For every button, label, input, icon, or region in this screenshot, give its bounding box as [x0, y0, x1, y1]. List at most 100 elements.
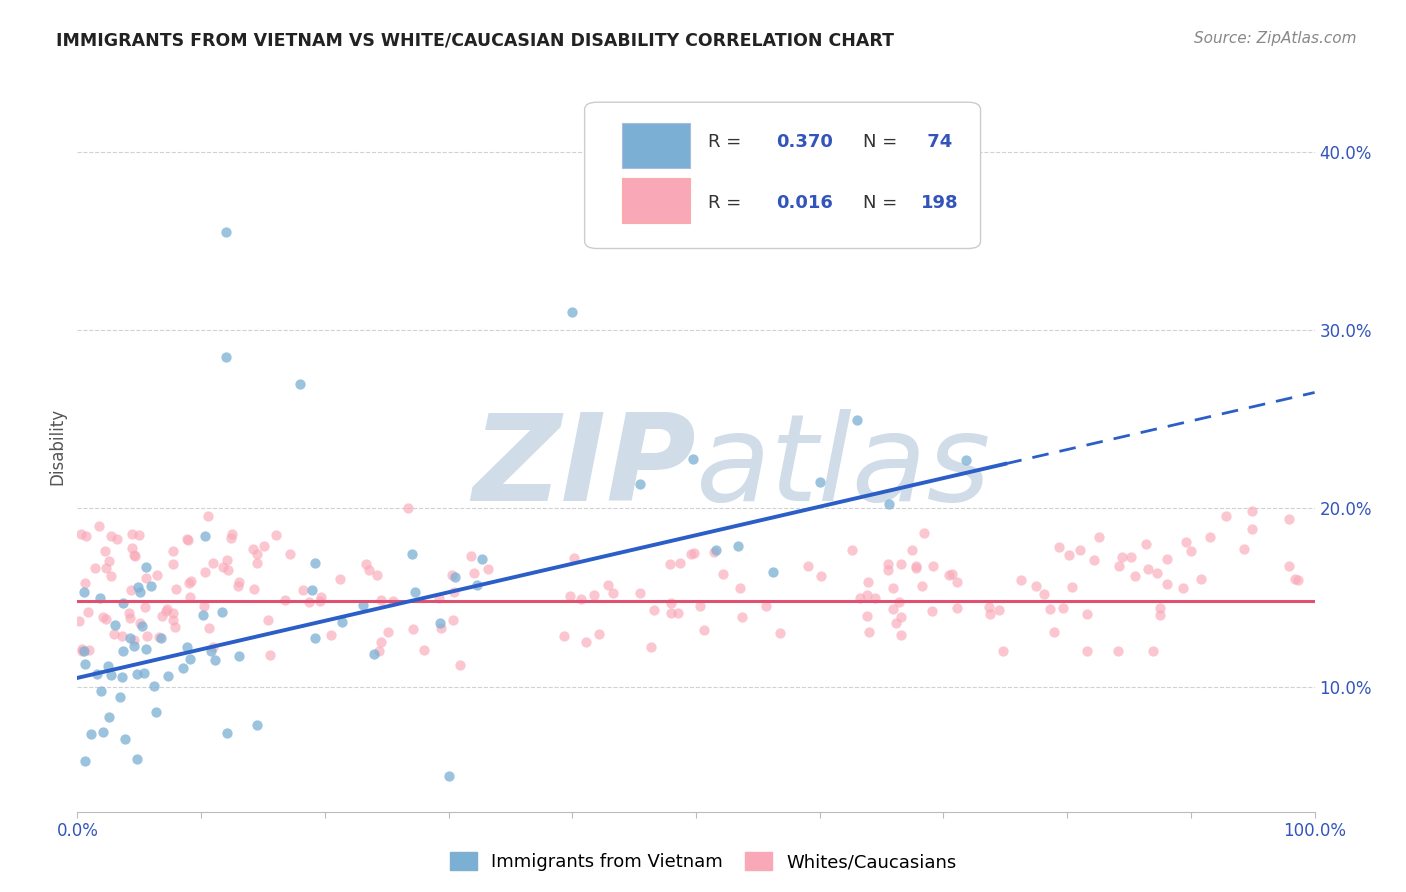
Point	[704, 542, 727, 557]
Point	[427, 591, 450, 605]
Point	[437, 769, 460, 783]
Point	[100, 529, 122, 543]
Point	[553, 629, 575, 643]
Point	[200, 644, 222, 658]
Point	[148, 630, 170, 644]
Point	[659, 557, 682, 571]
Point	[127, 581, 149, 595]
Point	[730, 610, 752, 624]
Point	[163, 620, 186, 634]
Point	[304, 631, 326, 645]
Point	[561, 305, 583, 319]
Point	[1025, 579, 1047, 593]
Point	[139, 579, 162, 593]
Point	[1156, 577, 1178, 591]
Point	[124, 639, 146, 653]
Point	[377, 625, 399, 640]
Text: 198: 198	[921, 194, 959, 212]
Text: atlas: atlas	[696, 409, 991, 526]
Text: ZIP: ZIP	[472, 409, 696, 526]
Point	[215, 225, 238, 239]
Text: R =: R =	[709, 134, 748, 152]
Point	[67, 614, 90, 628]
Point	[643, 603, 665, 617]
Point	[259, 648, 281, 662]
Point	[1241, 504, 1264, 518]
Point	[1232, 542, 1254, 557]
Point	[1088, 530, 1111, 544]
Point	[212, 560, 235, 574]
Point	[882, 602, 904, 616]
Point	[1284, 572, 1306, 586]
Point	[755, 599, 778, 613]
Text: 0.370: 0.370	[776, 134, 834, 152]
Point	[588, 627, 610, 641]
Point	[886, 615, 908, 630]
Point	[194, 565, 217, 579]
Point	[877, 497, 900, 511]
Point	[659, 596, 682, 610]
Point	[91, 724, 114, 739]
Point	[1286, 573, 1309, 587]
Point	[122, 633, 145, 648]
Point	[125, 752, 148, 766]
Point	[703, 545, 725, 559]
Text: N =: N =	[863, 194, 903, 212]
FancyBboxPatch shape	[621, 123, 690, 168]
Text: R =: R =	[709, 194, 748, 212]
Point	[666, 606, 689, 620]
Point	[176, 640, 198, 655]
Point	[1010, 573, 1032, 587]
Point	[257, 613, 280, 627]
Point	[176, 533, 198, 547]
Point	[979, 607, 1001, 622]
Point	[404, 585, 426, 599]
Point	[602, 586, 624, 600]
Point	[304, 557, 326, 571]
Point	[135, 571, 157, 585]
Point	[122, 548, 145, 562]
Point	[366, 567, 388, 582]
Point	[193, 529, 215, 543]
Point	[84, 561, 107, 575]
Point	[86, 667, 108, 681]
Point	[359, 563, 381, 577]
Point	[890, 557, 912, 571]
Point	[1278, 558, 1301, 573]
FancyBboxPatch shape	[621, 178, 690, 223]
Point	[157, 669, 180, 683]
Point	[1107, 644, 1129, 658]
Point	[134, 599, 156, 614]
Point	[177, 575, 200, 590]
Point	[145, 705, 167, 719]
Point	[1175, 534, 1198, 549]
Point	[252, 539, 274, 553]
Point	[430, 621, 453, 635]
Point	[1076, 607, 1098, 621]
Point	[75, 755, 97, 769]
Point	[298, 595, 321, 609]
Point	[682, 545, 704, 559]
Point	[165, 582, 187, 597]
Point	[112, 596, 135, 610]
Point	[628, 586, 651, 600]
Point	[890, 628, 912, 642]
Text: N =: N =	[863, 134, 903, 152]
Point	[363, 647, 385, 661]
Point	[221, 526, 243, 541]
Point	[72, 584, 94, 599]
Point	[1171, 581, 1194, 595]
Point	[865, 591, 887, 605]
Point	[100, 668, 122, 682]
Point	[193, 599, 215, 614]
Point	[292, 583, 315, 598]
Point	[146, 568, 169, 582]
Point	[309, 590, 332, 604]
Point	[1069, 543, 1091, 558]
Point	[689, 599, 711, 613]
Point	[889, 595, 911, 609]
Point	[100, 569, 122, 583]
Point	[841, 543, 863, 558]
Point	[278, 547, 301, 561]
Point	[1108, 558, 1130, 573]
